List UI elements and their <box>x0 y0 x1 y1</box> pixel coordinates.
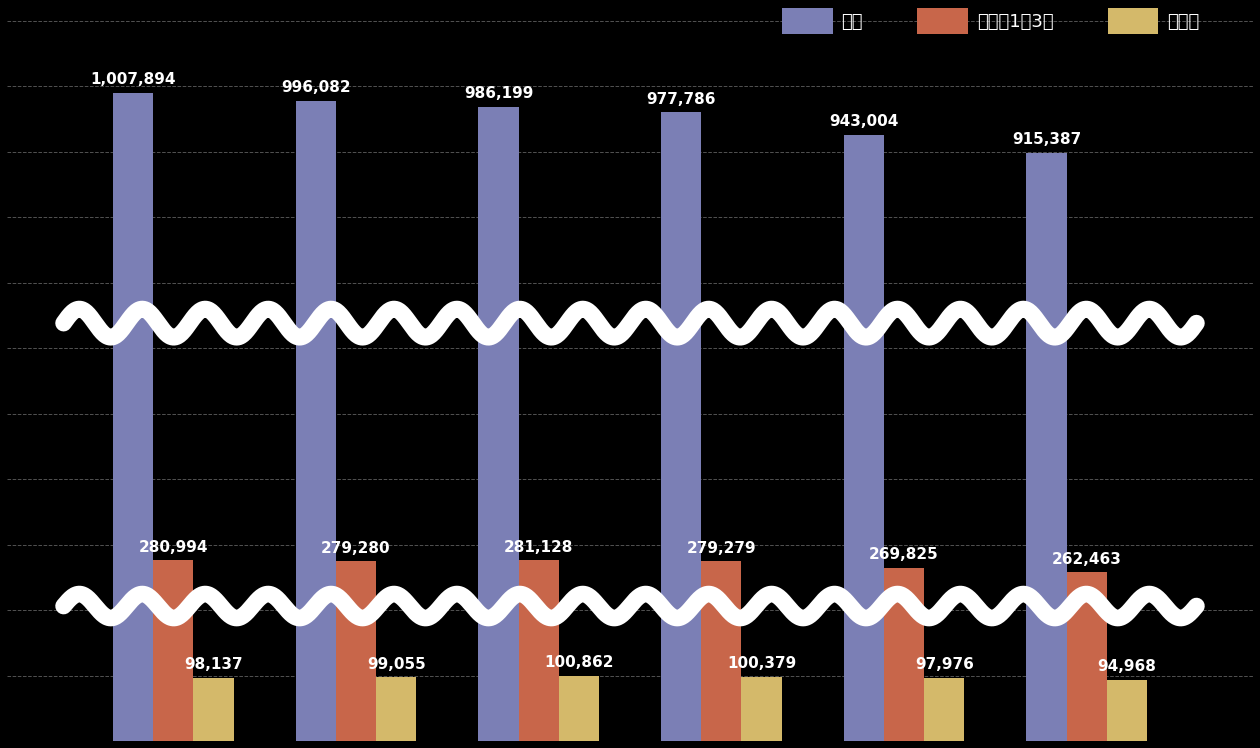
Text: 943,004: 943,004 <box>829 114 898 129</box>
Text: 915,387: 915,387 <box>1012 132 1081 147</box>
Text: 977,786: 977,786 <box>646 91 716 107</box>
Bar <box>193 678 233 741</box>
Bar <box>1067 572 1106 741</box>
Bar <box>479 107 519 741</box>
Bar <box>702 562 741 741</box>
Bar <box>1106 680 1147 741</box>
Text: 279,280: 279,280 <box>321 541 391 556</box>
Bar <box>1027 153 1067 741</box>
Bar <box>519 560 558 741</box>
Bar <box>154 560 193 741</box>
Text: 269,825: 269,825 <box>869 547 939 562</box>
Legend: 全国, 首都圏1都3県, 東京都: 全国, 首都圏1都3県, 東京都 <box>775 1 1207 41</box>
Bar <box>662 112 702 741</box>
Text: 100,379: 100,379 <box>727 656 796 671</box>
Text: 281,128: 281,128 <box>504 539 573 554</box>
Text: 996,082: 996,082 <box>281 80 350 95</box>
Bar <box>336 562 375 741</box>
Bar <box>558 676 598 741</box>
Text: 98,137: 98,137 <box>184 657 243 672</box>
Bar <box>375 678 416 741</box>
Bar <box>844 135 885 741</box>
Text: 262,463: 262,463 <box>1052 551 1121 566</box>
Text: 279,279: 279,279 <box>687 541 756 556</box>
Text: 986,199: 986,199 <box>464 86 533 101</box>
Bar <box>741 676 781 741</box>
Text: 94,968: 94,968 <box>1097 659 1157 674</box>
Bar <box>885 568 924 741</box>
Text: 97,976: 97,976 <box>915 657 974 672</box>
Text: 280,994: 280,994 <box>139 539 208 554</box>
Bar <box>113 93 154 741</box>
Text: 1,007,894: 1,007,894 <box>91 73 175 88</box>
Bar <box>924 678 964 741</box>
Text: 99,055: 99,055 <box>367 657 426 672</box>
Bar <box>296 101 336 741</box>
Text: 100,862: 100,862 <box>544 655 614 670</box>
